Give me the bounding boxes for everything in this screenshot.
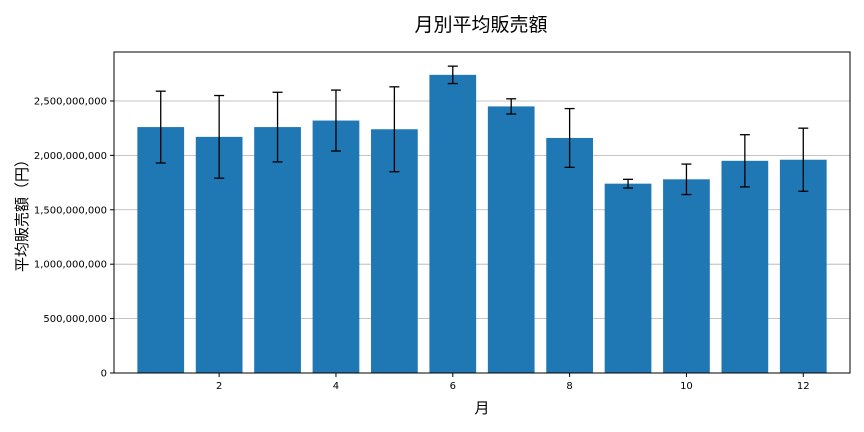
bar bbox=[604, 183, 652, 373]
x-tick-label: 8 bbox=[566, 381, 572, 392]
x-axis-ticks: 2 4 6 8 10 12 bbox=[216, 373, 810, 392]
y-tick-label: 1,000,000,000 bbox=[34, 260, 107, 271]
y-tick-label: 2,000,000,000 bbox=[34, 151, 107, 162]
x-tick-label: 4 bbox=[333, 381, 339, 392]
y-axis-ticks: 0 500,000,000 1,000,000,000 1,500,000,000 2,… bbox=[34, 96, 114, 380]
y-tick-label: 500,000,000 bbox=[43, 314, 107, 325]
bar bbox=[487, 106, 535, 374]
bar bbox=[137, 127, 185, 373]
bar bbox=[546, 137, 593, 373]
bar bbox=[312, 120, 360, 373]
error-bars bbox=[155, 65, 809, 196]
y-tick-label: 0 bbox=[101, 369, 107, 380]
x-tick-label: 10 bbox=[680, 381, 693, 392]
y-tick-label: 1,500,000,000 bbox=[34, 205, 107, 216]
chart-title: 月別平均販売額 bbox=[414, 14, 547, 36]
x-tick-label: 6 bbox=[450, 381, 456, 392]
x-axis-label: 月 bbox=[474, 399, 489, 417]
bar bbox=[721, 160, 769, 373]
bar bbox=[663, 179, 710, 373]
x-tick-label: 2 bbox=[216, 381, 222, 392]
bar bbox=[779, 159, 827, 373]
bar bbox=[429, 74, 477, 374]
y-tick-label: 2,500,000,000 bbox=[34, 96, 107, 107]
bar bbox=[254, 127, 301, 373]
plot-frame bbox=[113, 51, 851, 374]
bars bbox=[137, 74, 827, 374]
y-axis-label: 平均販売額（円） bbox=[13, 152, 31, 272]
x-tick-label: 12 bbox=[797, 381, 810, 392]
